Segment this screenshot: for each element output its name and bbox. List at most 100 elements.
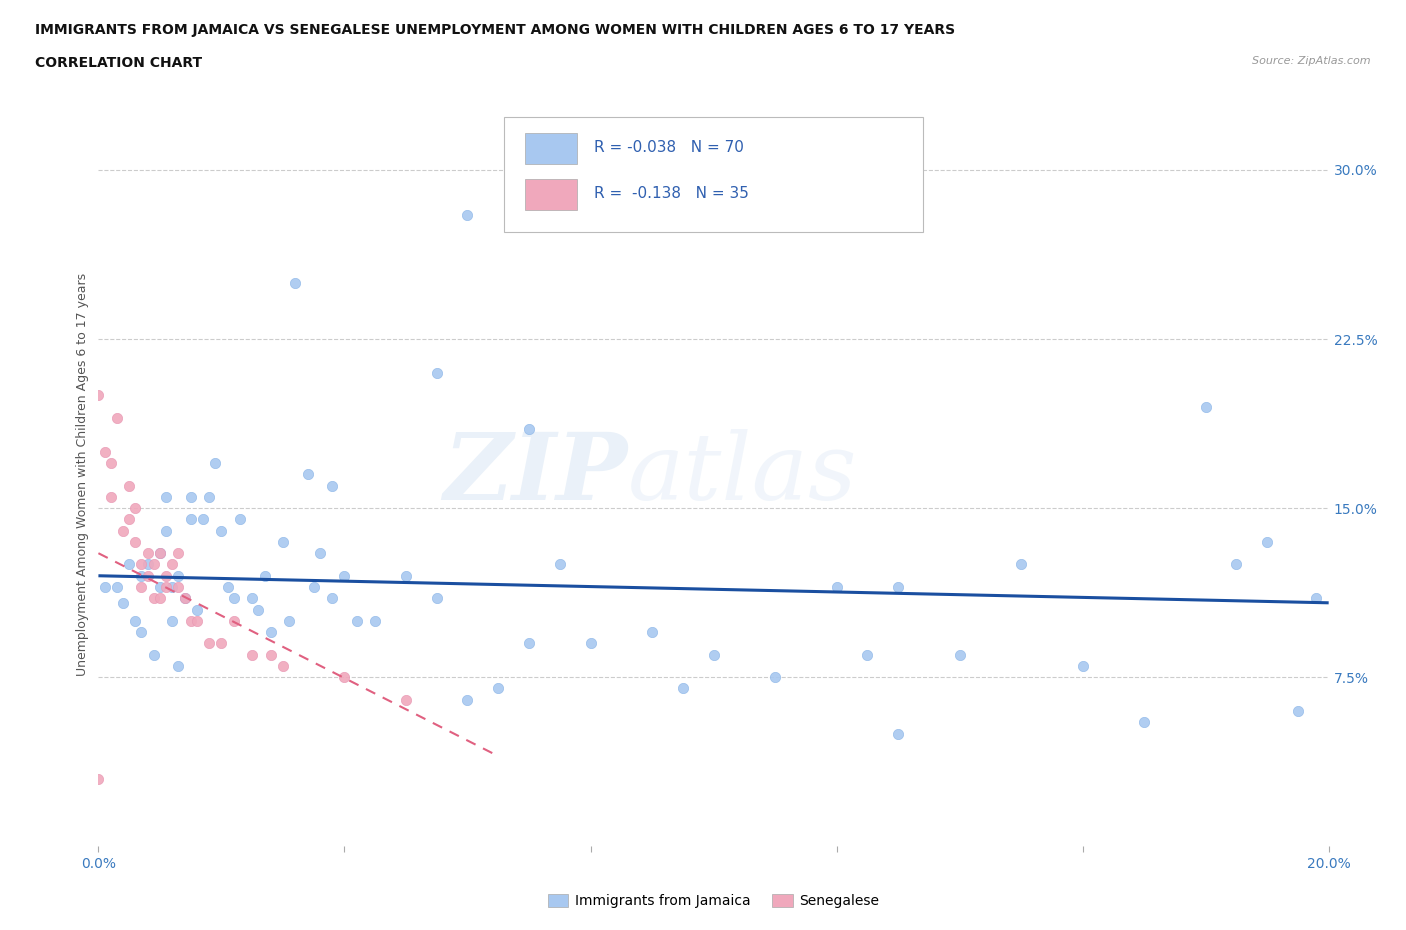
Point bbox=[186, 602, 208, 617]
Point bbox=[131, 557, 153, 572]
Point bbox=[456, 207, 478, 222]
Point bbox=[825, 579, 848, 594]
Point bbox=[118, 557, 141, 572]
Point bbox=[173, 591, 195, 605]
Point bbox=[87, 771, 110, 786]
Point bbox=[517, 422, 540, 437]
Point bbox=[186, 614, 208, 629]
Point bbox=[155, 568, 177, 583]
Point bbox=[142, 557, 165, 572]
Point bbox=[211, 636, 233, 651]
Point bbox=[703, 647, 725, 662]
Point bbox=[1195, 399, 1218, 414]
Point bbox=[155, 524, 177, 538]
Point bbox=[271, 535, 294, 550]
Y-axis label: Unemployment Among Women with Children Ages 6 to 17 years: Unemployment Among Women with Children A… bbox=[76, 272, 89, 676]
Point bbox=[763, 670, 786, 684]
Point bbox=[198, 489, 221, 504]
Point bbox=[364, 614, 387, 629]
Text: IMMIGRANTS FROM JAMAICA VS SENEGALESE UNEMPLOYMENT AMONG WOMEN WITH CHILDREN AGE: IMMIGRANTS FROM JAMAICA VS SENEGALESE UN… bbox=[35, 23, 955, 37]
Point bbox=[173, 591, 195, 605]
Point bbox=[131, 568, 153, 583]
Point bbox=[93, 445, 115, 459]
Point bbox=[217, 579, 239, 594]
Text: Source: ZipAtlas.com: Source: ZipAtlas.com bbox=[1253, 56, 1371, 66]
Text: ZIP: ZIP bbox=[443, 430, 627, 519]
Point bbox=[887, 579, 910, 594]
Point bbox=[136, 568, 159, 583]
Point bbox=[1071, 658, 1094, 673]
Point bbox=[1286, 704, 1309, 719]
FancyBboxPatch shape bbox=[505, 117, 922, 232]
Point bbox=[302, 579, 325, 594]
Point bbox=[124, 535, 146, 550]
Point bbox=[191, 512, 214, 526]
Point bbox=[124, 614, 146, 629]
Point bbox=[136, 557, 159, 572]
Point bbox=[672, 681, 695, 696]
Point bbox=[180, 512, 202, 526]
Point bbox=[395, 568, 418, 583]
Point bbox=[149, 546, 172, 561]
Text: R = -0.038   N = 70: R = -0.038 N = 70 bbox=[595, 140, 744, 155]
Point bbox=[1133, 715, 1156, 730]
Point bbox=[211, 524, 233, 538]
Point bbox=[1225, 557, 1247, 572]
Point bbox=[180, 489, 202, 504]
Point bbox=[297, 467, 319, 482]
Point bbox=[333, 670, 356, 684]
Legend: Immigrants from Jamaica, Senegalese: Immigrants from Jamaica, Senegalese bbox=[541, 889, 886, 914]
Point bbox=[124, 500, 146, 515]
Point bbox=[278, 614, 301, 629]
Point bbox=[167, 579, 190, 594]
Point bbox=[333, 568, 356, 583]
Point bbox=[260, 625, 283, 640]
Point bbox=[149, 546, 172, 561]
Point bbox=[321, 478, 343, 493]
Point bbox=[1010, 557, 1032, 572]
Point bbox=[426, 591, 449, 605]
Point bbox=[321, 591, 343, 605]
Point bbox=[579, 636, 602, 651]
FancyBboxPatch shape bbox=[526, 133, 576, 164]
Point bbox=[426, 365, 449, 380]
Point bbox=[142, 591, 165, 605]
Point bbox=[247, 602, 270, 617]
Point bbox=[309, 546, 332, 561]
Point bbox=[131, 579, 153, 594]
Point bbox=[271, 658, 294, 673]
Point bbox=[1256, 535, 1278, 550]
Point bbox=[149, 579, 172, 594]
Point bbox=[112, 595, 135, 610]
Point bbox=[260, 647, 283, 662]
Point bbox=[162, 557, 183, 572]
Point bbox=[229, 512, 252, 526]
Point bbox=[162, 579, 183, 594]
Point bbox=[486, 681, 509, 696]
Point bbox=[167, 568, 190, 583]
Point bbox=[155, 489, 177, 504]
Text: atlas: atlas bbox=[627, 430, 856, 519]
Point bbox=[222, 614, 245, 629]
Point bbox=[105, 410, 128, 425]
Point bbox=[93, 579, 115, 594]
Point bbox=[155, 579, 177, 594]
Point bbox=[131, 625, 153, 640]
Point bbox=[105, 579, 128, 594]
Point bbox=[136, 546, 159, 561]
Text: R =  -0.138   N = 35: R = -0.138 N = 35 bbox=[595, 186, 749, 201]
Point bbox=[548, 557, 571, 572]
Point bbox=[284, 275, 307, 290]
Point bbox=[856, 647, 879, 662]
Point bbox=[517, 636, 540, 651]
Point bbox=[167, 546, 190, 561]
FancyBboxPatch shape bbox=[526, 179, 576, 210]
Point bbox=[162, 614, 183, 629]
Point bbox=[395, 692, 418, 707]
Point bbox=[240, 647, 263, 662]
Point bbox=[87, 388, 110, 403]
Point bbox=[641, 625, 664, 640]
Point bbox=[149, 591, 172, 605]
Point bbox=[949, 647, 972, 662]
Text: CORRELATION CHART: CORRELATION CHART bbox=[35, 56, 202, 70]
